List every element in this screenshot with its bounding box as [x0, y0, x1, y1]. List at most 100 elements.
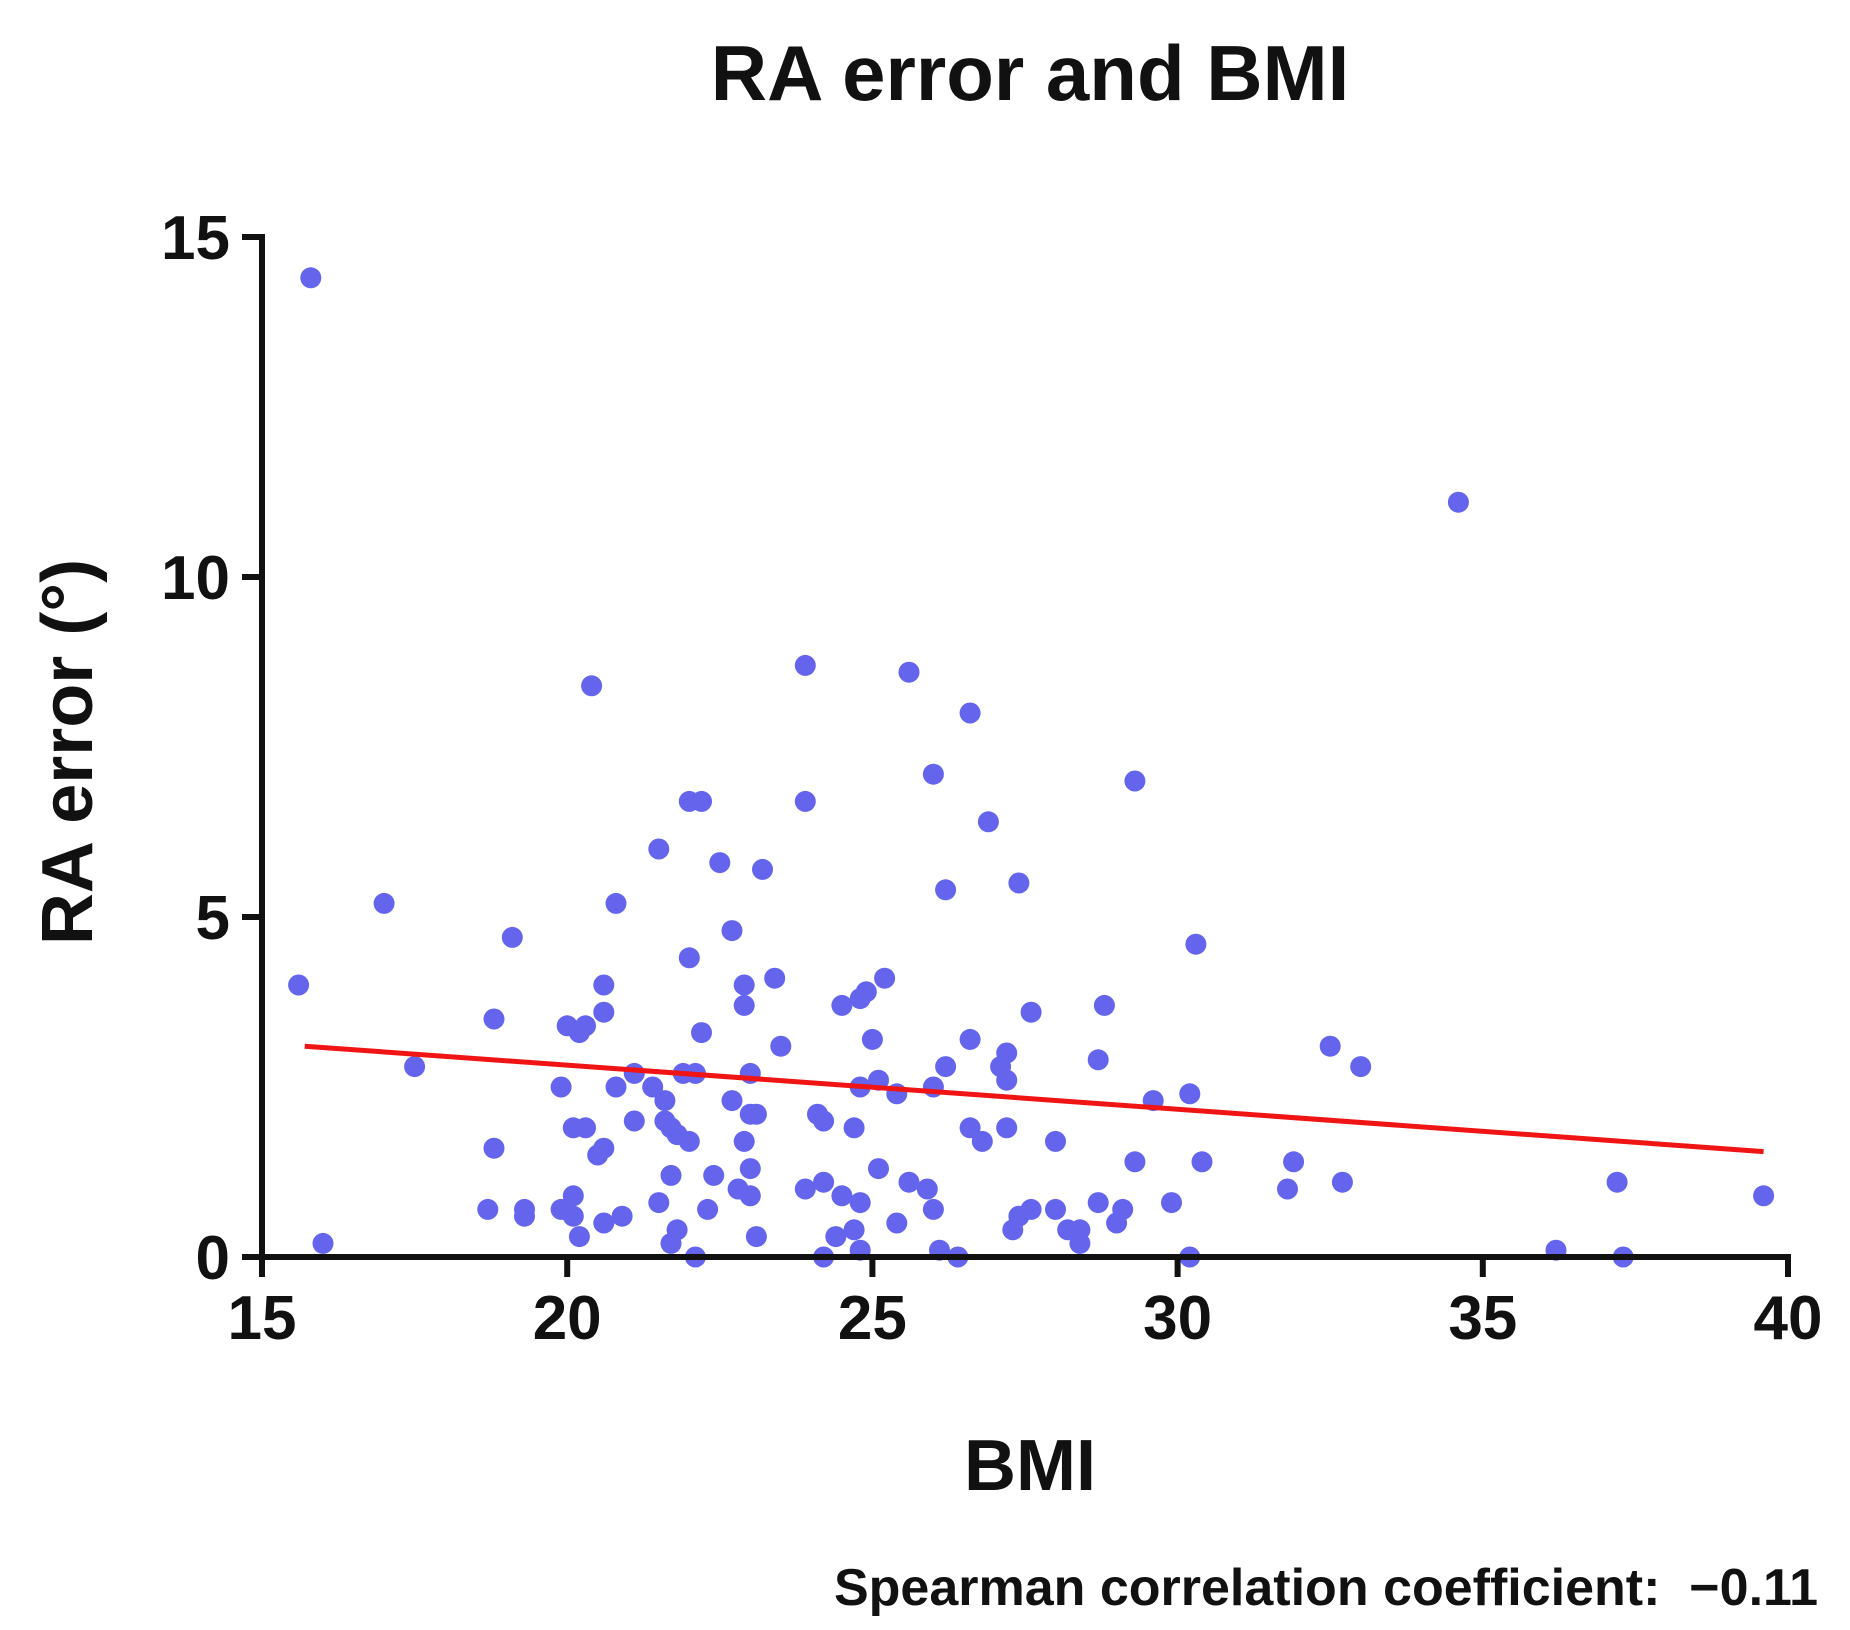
data-point-137 [1350, 1056, 1372, 1078]
data-point-52 [709, 852, 731, 874]
data-point-5 [483, 1008, 505, 1030]
data-point-102 [959, 702, 981, 724]
data-point-95 [922, 763, 944, 785]
y-tick-label-0: 0 [196, 1224, 230, 1293]
data-point-114 [1020, 1001, 1042, 1023]
data-point-27 [605, 892, 627, 914]
data-point-138 [1447, 491, 1469, 513]
data-point-54 [721, 1090, 743, 1112]
data-point-125 [1124, 1151, 1146, 1173]
y-tick-label-5: 5 [196, 884, 230, 953]
data-point-23 [593, 1001, 615, 1023]
data-point-136 [1331, 1171, 1353, 1193]
data-point-22 [581, 675, 603, 697]
data-point-99 [935, 879, 957, 901]
data-point-51 [703, 1164, 725, 1186]
data-point-121 [1087, 1192, 1109, 1214]
data-point-26 [593, 974, 615, 996]
data-point-108 [996, 1042, 1018, 1064]
data-point-24 [593, 1137, 615, 1159]
data-point-6 [483, 1137, 505, 1159]
data-point-57 [733, 994, 755, 1016]
data-point-91 [898, 1171, 920, 1193]
data-point-113 [1020, 1198, 1042, 1220]
data-point-103 [959, 1028, 981, 1050]
data-point-44 [678, 947, 700, 969]
data-point-98 [935, 1056, 957, 1078]
x-axis-title: BMI [964, 1426, 1096, 1506]
data-point-7 [477, 1198, 499, 1220]
data-point-10 [514, 1205, 535, 1227]
data-point-53 [721, 920, 743, 942]
data-point-75 [825, 1226, 847, 1248]
data-point-115 [1045, 1130, 1066, 1152]
data-point-63 [745, 1103, 767, 1125]
data-point-142 [1753, 1185, 1775, 1207]
data-point-32 [642, 1076, 664, 1098]
data-point-109 [996, 1069, 1018, 1091]
data-point-128 [1161, 1192, 1182, 1214]
data-point-20 [575, 1117, 596, 1139]
data-point-92 [898, 661, 920, 683]
data-point-49 [691, 1022, 712, 1044]
data-point-76 [831, 994, 853, 1016]
data-point-135 [1319, 1035, 1341, 1057]
data-point-101 [959, 1117, 981, 1139]
data-point-28 [605, 1076, 627, 1098]
trend-line-group [304, 1043, 1764, 1155]
data-point-0 [300, 267, 322, 289]
data-point-15 [568, 1226, 590, 1248]
x-tick-label-25: 25 [838, 1284, 907, 1353]
data-point-61 [739, 1158, 761, 1180]
data-point-120 [1087, 1049, 1109, 1071]
data-point-96 [922, 1198, 944, 1220]
data-point-77 [831, 1185, 853, 1207]
x-tick-label-40: 40 [1754, 1284, 1823, 1353]
data-point-112 [1008, 872, 1030, 894]
data-point-25 [593, 1212, 615, 1234]
data-point-78 [843, 1117, 865, 1139]
data-point-133 [1277, 1178, 1298, 1200]
data-point-140 [1606, 1171, 1628, 1193]
data-point-43 [678, 1130, 700, 1152]
data-point-40 [666, 1219, 688, 1241]
data-point-84 [855, 981, 877, 1003]
data-point-12 [550, 1076, 572, 1098]
data-point-2 [312, 1232, 334, 1254]
axes [259, 234, 1791, 1260]
data-point-16 [562, 1185, 584, 1207]
data-point-48 [691, 790, 712, 812]
data-point-79 [843, 1219, 865, 1241]
chart-title: RA error and BMI [711, 29, 1350, 117]
data-point-90 [886, 1212, 908, 1234]
trend-line [304, 1043, 1764, 1155]
data-point-3 [373, 892, 395, 914]
data-point-72 [813, 1171, 835, 1193]
data-point-107 [996, 1117, 1018, 1139]
data-point-14 [562, 1205, 584, 1227]
data-point-19 [575, 1015, 596, 1037]
data-point-29 [611, 1205, 633, 1227]
data-point-62 [739, 1185, 761, 1207]
y-tick-label-15: 15 [161, 204, 230, 273]
data-point-34 [648, 838, 670, 860]
data-point-50 [697, 1198, 719, 1220]
data-point-105 [977, 811, 999, 833]
tick-labels: 15 20 25 30 35 40 0 5 10 15 [161, 204, 1822, 1353]
x-tick-label-35: 35 [1448, 1284, 1517, 1353]
data-point-69 [794, 790, 816, 812]
data-point-58 [733, 1130, 755, 1152]
y-tick-label-10: 10 [161, 544, 230, 613]
data-point-4 [404, 1056, 426, 1078]
data-point-31 [623, 1110, 645, 1132]
data-point-8 [501, 926, 523, 948]
data-point-73 [813, 1110, 835, 1132]
data-point-1 [288, 974, 310, 996]
data-point-67 [770, 1035, 792, 1057]
data-point-129 [1179, 1083, 1201, 1105]
spearman-annotation: Spearman correlation coefficient: −0.11 [834, 1559, 1818, 1617]
x-tick-label-15: 15 [228, 1284, 297, 1353]
data-point-65 [752, 858, 773, 880]
data-points [288, 267, 1775, 1268]
data-point-80 [849, 1192, 871, 1214]
